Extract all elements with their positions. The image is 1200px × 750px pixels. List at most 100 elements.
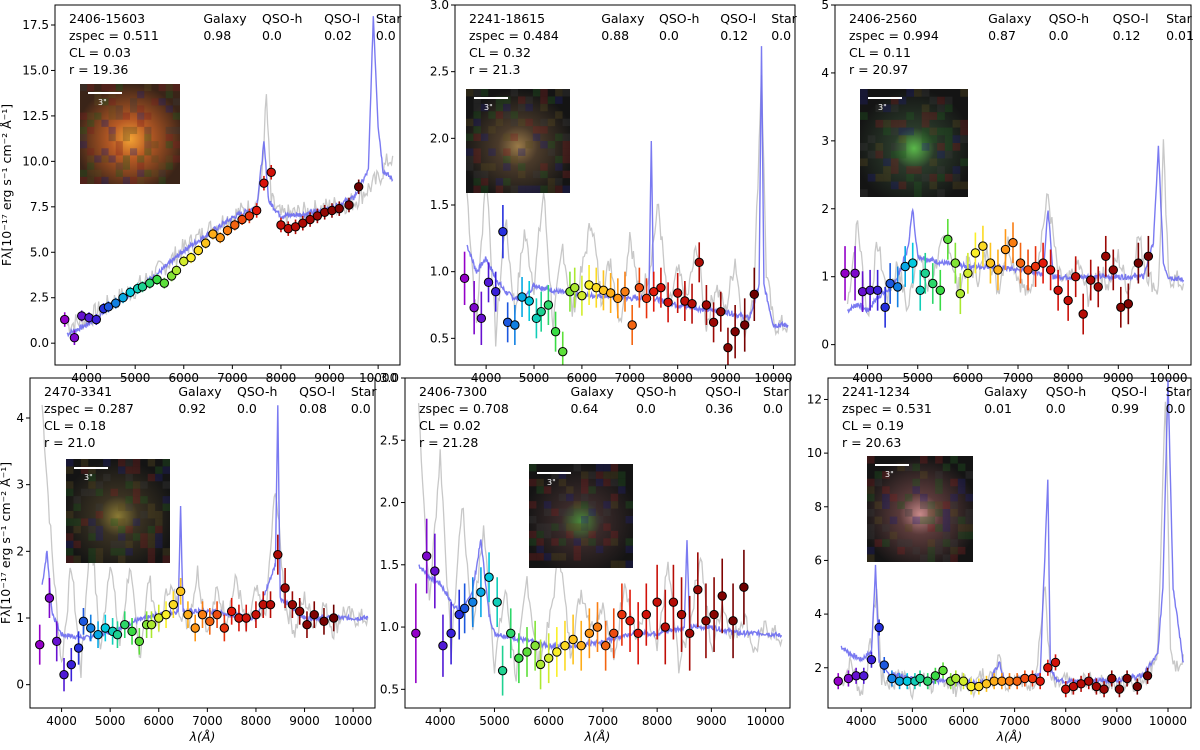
cutout-noise-pixel (480, 103, 489, 112)
cutout-noise-pixel (937, 127, 945, 136)
cutout-noise-pixel (942, 524, 951, 532)
cutout-noise-pixel (518, 148, 526, 156)
cutout-noise-pixel (882, 501, 890, 509)
photometry-point (506, 628, 516, 638)
photometry-point (1101, 251, 1111, 262)
cutout-noise-pixel (944, 150, 953, 159)
cutout-noise-pixel (867, 509, 875, 517)
cutout-noise-pixel (573, 553, 581, 561)
cutout-noise-pixel (566, 530, 574, 539)
cutout-noise-pixel (929, 181, 938, 190)
cutout-noise-pixel (110, 488, 118, 497)
redshift-label: zspec = 0.511 (69, 28, 159, 43)
y-tick-label: 3 (16, 478, 24, 492)
cutout-noise-pixel (540, 185, 548, 193)
cutout-noise-pixel (80, 459, 89, 467)
photometry-point (687, 298, 697, 309)
class-probability: 0.88 (601, 28, 629, 43)
cutout-noise-pixel (510, 133, 518, 141)
cutout-noise-pixel (73, 555, 81, 563)
y-tick-label: 8 (814, 500, 822, 514)
image-cutout: 3" (867, 456, 973, 562)
redshift-label: zspec = 0.531 (842, 401, 932, 416)
cutout-noise-pixel (480, 163, 489, 171)
y-axis-label: Fλ[10⁻¹⁷ erg s⁻¹ cm⁻² Å⁻¹] (0, 462, 13, 624)
cutout-noise-pixel (155, 540, 163, 549)
cutout-noise-pixel (132, 533, 141, 541)
cutout-noise-pixel (480, 185, 489, 193)
cutout-noise-pixel (172, 112, 180, 120)
photometry-point (469, 302, 479, 313)
cutout-noise-pixel (158, 162, 166, 170)
cutout-noise-pixel (610, 493, 619, 502)
cutout-noise-pixel (950, 509, 958, 517)
cutout-noise-pixel (882, 471, 890, 479)
cutout-noise-pixel (555, 111, 563, 119)
image-cutout: 3" (529, 464, 633, 568)
photometry-point (633, 628, 643, 638)
cutout-noise-pixel (118, 548, 126, 556)
object-id: 2470-3341 (44, 384, 112, 399)
y-tick-label: 4 (814, 607, 822, 621)
cutout-noise-pixel (920, 471, 928, 479)
cutout-noise-pixel (87, 176, 95, 184)
cutout-noise-pixel (927, 554, 936, 562)
spectrum-panel: 4000 5000 6000 7000 8000 9000 10000 0.0 2.5 5.0 7.… (0, 4, 402, 385)
cutout-noise-pixel (122, 112, 130, 120)
cutout-noise-pixel (875, 119, 884, 128)
cutout-noise-pixel (536, 545, 544, 554)
x-axis: 4000 5000 6000 7000 8000 9000 10000 (852, 365, 1188, 385)
photometry-point (319, 616, 329, 627)
cutout-noise-pixel (122, 176, 130, 184)
x-axis-label: λ(Å) (189, 729, 216, 744)
photometry-point (915, 673, 925, 684)
cutout-noise-pixel (860, 89, 868, 97)
image-cutout: 3" (66, 459, 170, 563)
cutout-noise-pixel (889, 516, 898, 525)
photometry-point (134, 636, 145, 647)
cutout-noise-pixel (921, 143, 930, 151)
cutout-noise-pixel (529, 538, 537, 546)
cutout-noise-pixel (929, 158, 938, 167)
cutout-noise-pixel (473, 148, 481, 156)
photometry-point (265, 599, 276, 610)
cutout-noise-pixel (957, 478, 966, 487)
class-header: QSO-l (299, 384, 335, 399)
photometry-point (833, 676, 843, 686)
class-probability: 0.0 (351, 401, 371, 416)
cutout-noise-pixel (890, 96, 899, 105)
cutout-noise-pixel (929, 173, 938, 182)
y-tick-label: 3.0 (380, 371, 399, 385)
photometry-point (1053, 285, 1063, 295)
cutout-noise-pixel (904, 509, 913, 517)
cutout-noise-pixel (532, 170, 541, 179)
y-tick-label: 3 (821, 134, 829, 148)
cutout-noise-pixel (625, 560, 633, 568)
cutout-noise-pixel (540, 170, 548, 179)
y-tick-label: 1.0 (380, 620, 399, 634)
class-header: Galaxy (988, 11, 1032, 26)
photometry-point (958, 676, 969, 686)
photometry-point (219, 623, 230, 633)
photometry-point (740, 320, 750, 330)
cutout-noise-pixel (94, 112, 102, 120)
cutout-noise-pixel (883, 158, 891, 167)
cutout-noise-pixel (137, 91, 145, 99)
cutout-noise-pixel (882, 486, 890, 494)
cutout-noise-pixel (867, 554, 875, 562)
cutout-noise-pixel (94, 176, 102, 184)
cutout-noise-pixel (890, 166, 899, 174)
cutout-noise-pixel (88, 548, 96, 556)
cutout-noise-pixel (952, 173, 961, 182)
cutout-noise-pixel (73, 525, 81, 534)
cutout-noise-pixel (118, 525, 126, 534)
cutout-noise-pixel (66, 518, 74, 526)
photometry-point (1114, 684, 1125, 694)
cutout-noise-pixel (867, 456, 875, 464)
cutout-noise-pixel (874, 539, 883, 547)
y-tick-label: 2.5 (30, 291, 49, 305)
redshift-label: zspec = 0.708 (419, 401, 509, 416)
cutout-noise-pixel (573, 538, 581, 546)
photometry-point (468, 597, 478, 607)
cutout-noise-pixel (473, 178, 481, 186)
